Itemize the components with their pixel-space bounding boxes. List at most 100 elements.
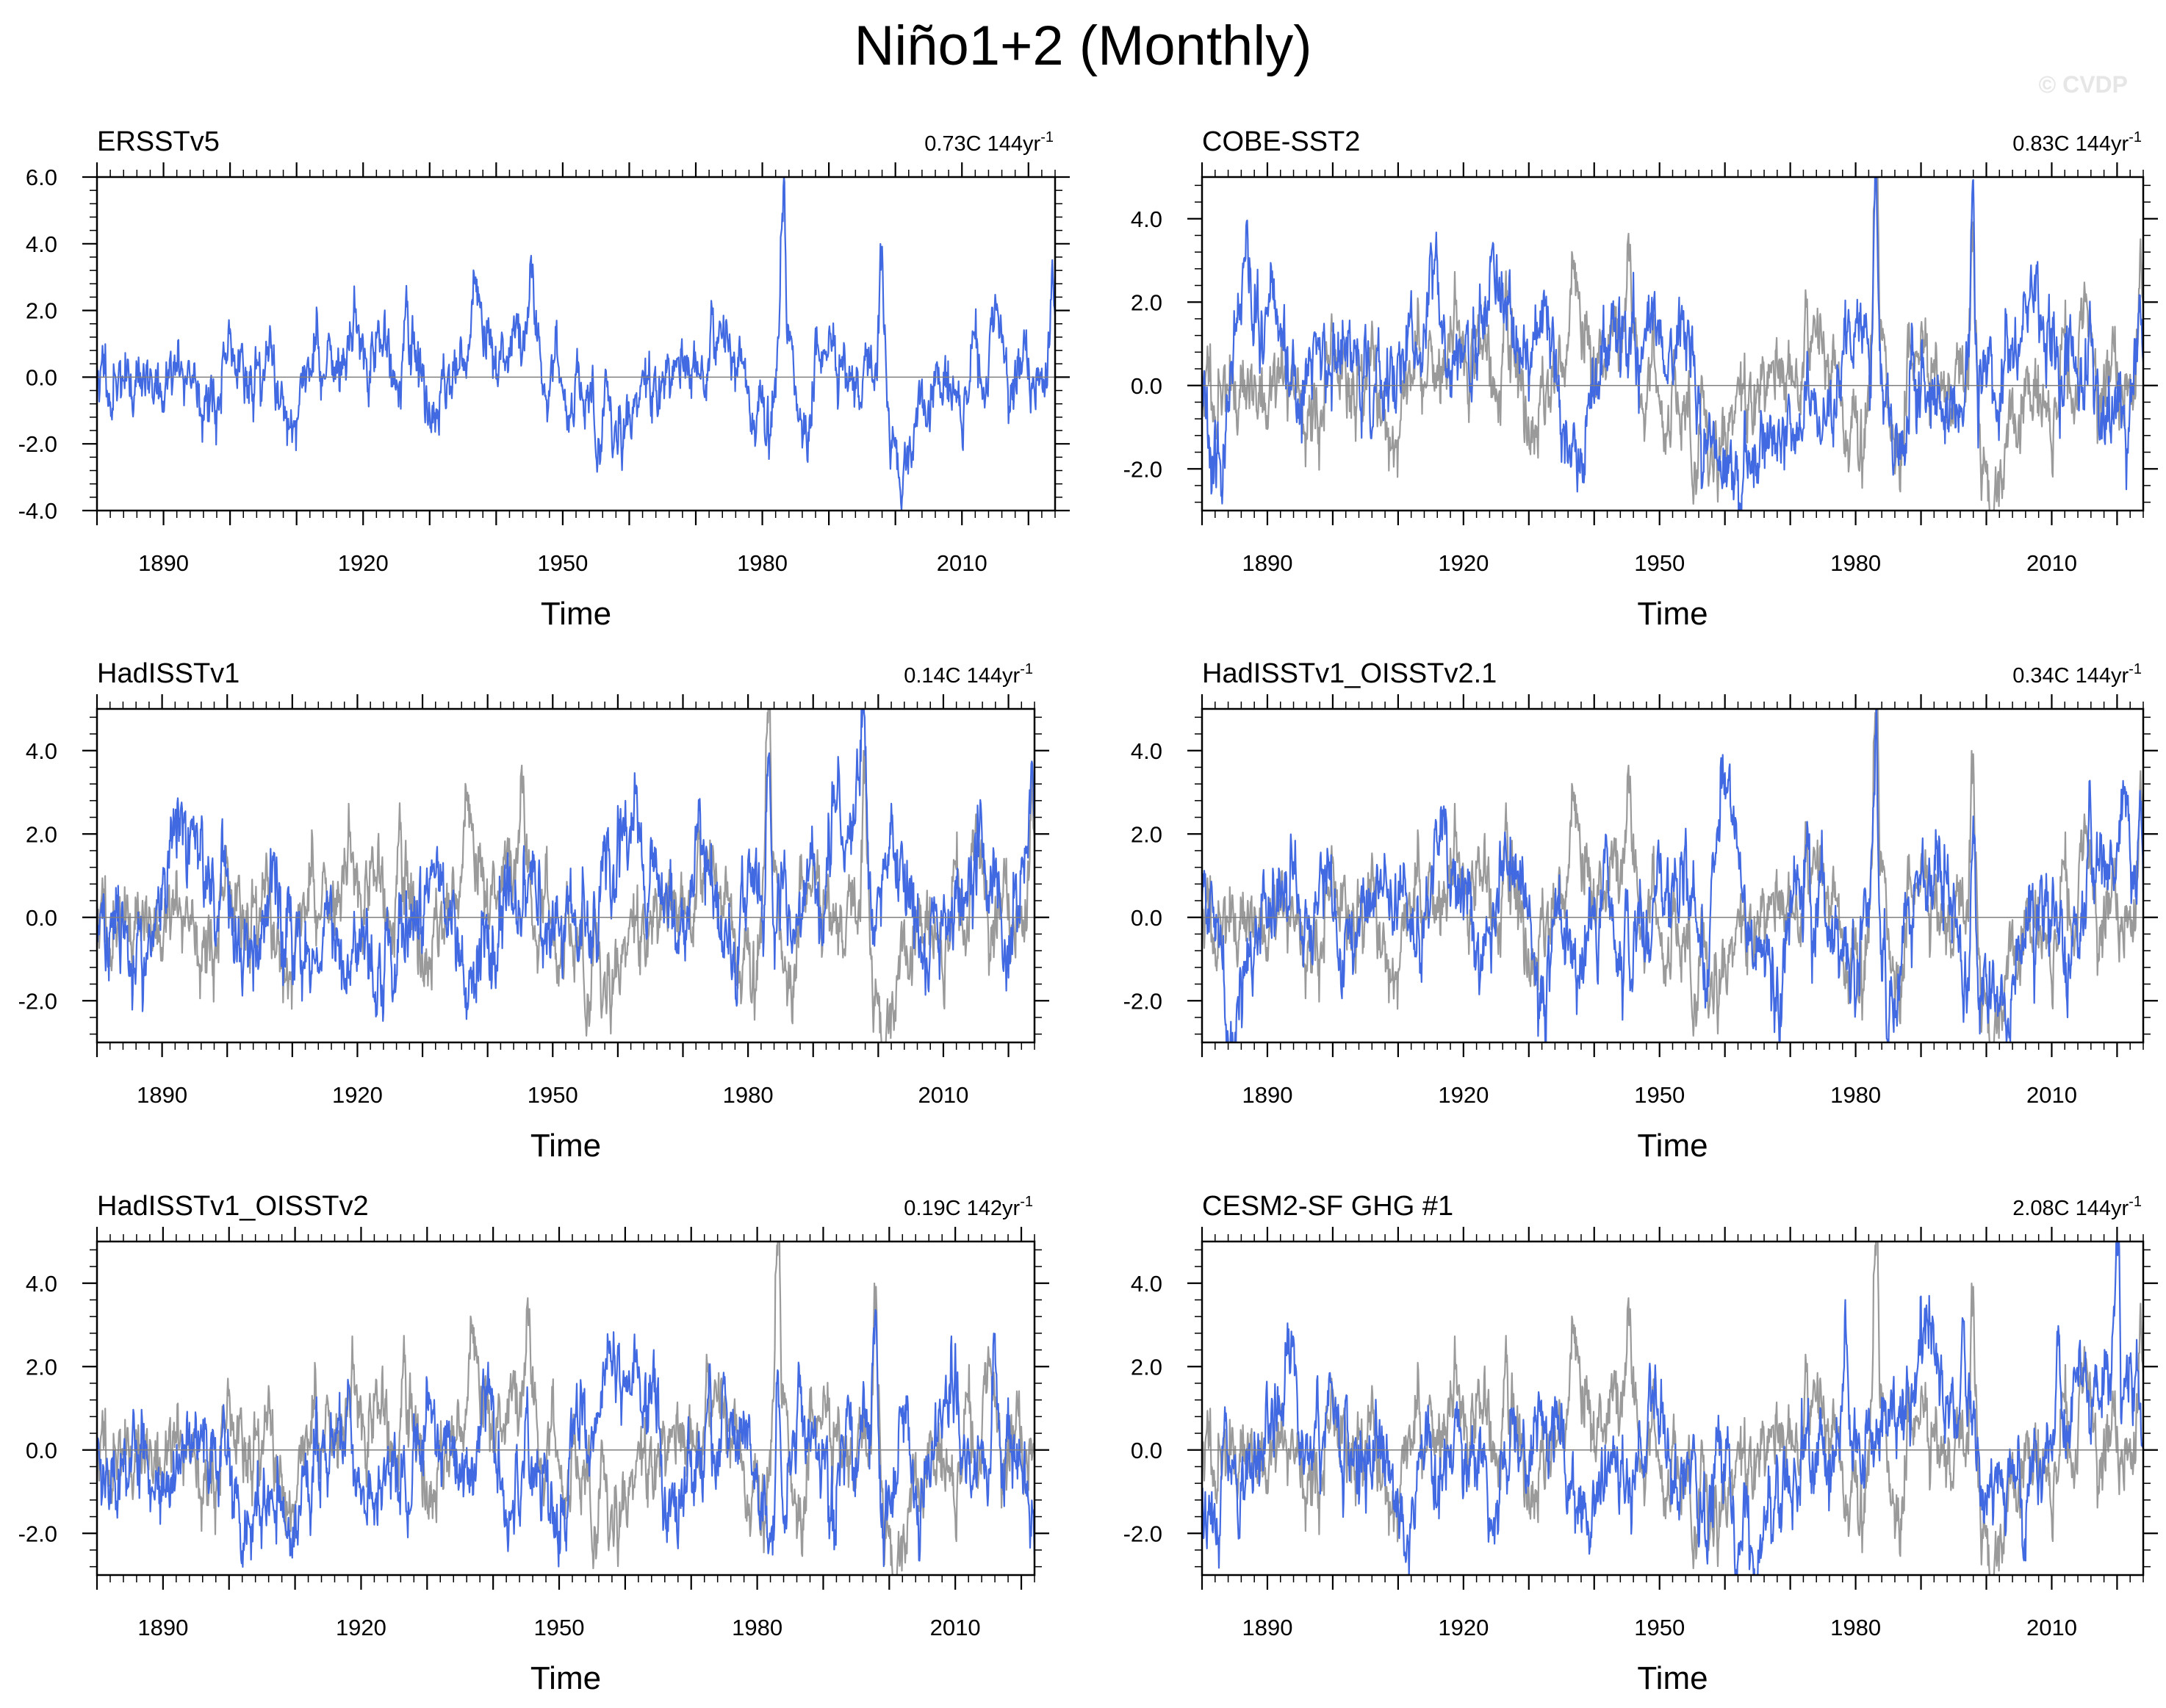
panel-2: COBE-SST2 0.83C 144yr-1 -2.0 0.0 2.0 4.0 1890 1…: [1123, 126, 2158, 632]
x-axis-label: Time: [530, 1128, 601, 1164]
x-axis-label: Time: [1637, 596, 1708, 632]
y-tick-label: 4.0: [26, 231, 57, 257]
y-tick-label: 0.0: [1131, 373, 1162, 399]
series-layer: [1202, 177, 2143, 511]
y-tick-label: 4.0: [1131, 1271, 1162, 1297]
panel-6: CESM2-SF GHG #1 2.08C 144yr-1 -2.0 0.0 2.0 4.…: [1123, 1191, 2158, 1696]
y-tick-label: 2.0: [1131, 289, 1162, 315]
x-tick-label: 1890: [1242, 1082, 1292, 1108]
x-tick-label: 1890: [138, 550, 189, 576]
x-tick-label: 2010: [2026, 1082, 2077, 1108]
trend-label: 0.34C 144yr-1: [2012, 661, 2142, 688]
series-line-cobe-sst2: [1202, 177, 2143, 511]
y-tick-label: 4.0: [26, 738, 57, 764]
x-tick-label: 1890: [1242, 1615, 1292, 1640]
x-tick-label: 1890: [137, 1082, 187, 1108]
y-tick-label: 2.0: [26, 1354, 57, 1380]
panel-title: CESM2-SF GHG #1: [1202, 1191, 1453, 1222]
y-tick-label: 0.0: [1131, 1438, 1162, 1463]
panel-5: HadISSTv1_OISSTv2 0.19C 142yr-1 -2.0 0.0 2.0…: [18, 1191, 1049, 1696]
x-tick-label: 1920: [1438, 1082, 1489, 1108]
x-tick-label: 1950: [534, 1615, 585, 1640]
trend-label: 0.73C 144yr-1: [924, 129, 1054, 156]
series-line-ersstv5: [97, 177, 1055, 511]
trend-label: 0.83C 144yr-1: [2012, 129, 2142, 156]
figure-title: Niño1+2 (Monthly): [854, 15, 1312, 77]
panel-title: COBE-SST2: [1202, 126, 1360, 157]
trend-exponent: -1: [2129, 1194, 2142, 1210]
trend-value: 0.14C 144yr: [904, 664, 1020, 688]
y-tick-label: 2.0: [26, 298, 57, 324]
plot-frame: [1201, 176, 2145, 512]
panel-title: HadISSTv1: [97, 658, 240, 689]
y-tick-label: 0.0: [26, 1438, 57, 1463]
trend-label: 0.19C 142yr-1: [904, 1194, 1033, 1220]
series-line-ersstv5: [1202, 177, 2143, 511]
plot-frame: [96, 707, 1036, 1044]
trend-exponent: -1: [1040, 129, 1054, 145]
y-tick-label: 0.0: [1131, 905, 1162, 931]
y-tick-label: -2.0: [18, 1521, 57, 1546]
watermark: © CVDP: [2039, 71, 2128, 98]
x-tick-label: 2010: [918, 1082, 968, 1108]
x-tick-label: 1950: [1634, 1615, 1685, 1640]
x-tick-label: 1920: [336, 1615, 386, 1640]
panel-4: HadISSTv1_OISSTv2.1 0.34C 144yr-1 -2.0 0.0 2…: [1123, 658, 2158, 1164]
trend-value: 2.08C 144yr: [2012, 1197, 2129, 1220]
plot-frame: [96, 1240, 1036, 1577]
panels-grid: ERSSTv5 0.73C 144yr-1-4.0-2.00.02.04.06.0…: [18, 126, 2158, 1696]
series-line-hadisstv1-oisstv2: [97, 1308, 1035, 1568]
panel-1: ERSSTv5 0.73C 144yr-1 -4.0 -2.0 0.0 2.0 4.0 6.0…: [18, 126, 1070, 632]
y-tick-label: 4.0: [1131, 738, 1162, 764]
trend-value: 0.34C 144yr: [2012, 664, 2129, 688]
x-tick-label: 1980: [1830, 550, 1881, 576]
panel-title: ERSSTv5: [97, 126, 220, 157]
x-tick-label: 1980: [723, 1082, 774, 1108]
trend-exponent: -1: [2129, 129, 2142, 145]
x-axis-label: Time: [530, 1660, 601, 1696]
plot-frame: [1201, 1240, 2145, 1577]
x-tick-label: 1950: [1634, 550, 1685, 576]
y-tick-label: 0.0: [26, 364, 57, 390]
x-axis-label: Time: [1637, 1128, 1708, 1164]
x-tick-label: 1980: [732, 1615, 782, 1640]
series-line-hadisstv1: [97, 709, 1035, 1022]
x-tick-label: 1890: [137, 1615, 188, 1640]
series-line-ersstv5: [97, 709, 1035, 1042]
x-axis-label: Time: [1637, 1660, 1708, 1696]
y-tick-label: 2.0: [26, 821, 57, 847]
trend-exponent: -1: [1020, 661, 1033, 677]
y-tick-label: 2.0: [1131, 1354, 1162, 1380]
y-tick-label: -2.0: [18, 988, 57, 1014]
y-tick-label: 0.0: [26, 905, 57, 931]
series-layer: [1202, 709, 2143, 1042]
series-line-cesm2-sf-ghg-1: [1202, 1242, 2143, 1575]
x-tick-label: 1980: [1830, 1615, 1881, 1640]
y-tick-label: 4.0: [1131, 206, 1162, 232]
x-tick-label: 1920: [1438, 1615, 1489, 1640]
trend-label: 0.14C 144yr-1: [904, 661, 1033, 688]
y-tick-label: -2.0: [1123, 1521, 1162, 1546]
series-layer: [1202, 1242, 2143, 1575]
x-tick-label: 2010: [930, 1615, 981, 1640]
series-layer: [97, 709, 1035, 1042]
y-tick-label: -2.0: [1123, 456, 1162, 482]
trend-exponent: -1: [2129, 661, 2142, 677]
x-tick-label: 1920: [1438, 550, 1489, 576]
x-tick-label: 1890: [1242, 550, 1292, 576]
trend-exponent: -1: [1020, 1194, 1033, 1210]
trend-label: 2.08C 144yr-1: [2012, 1194, 2142, 1220]
y-tick-label: -4.0: [18, 498, 57, 524]
x-tick-label: 1920: [338, 550, 389, 576]
series-line-ersstv5: [97, 1242, 1035, 1575]
x-tick-label: 1920: [332, 1082, 383, 1108]
x-axis-label: Time: [541, 596, 611, 632]
trend-value: 0.83C 144yr: [2012, 132, 2129, 156]
trend-value: 0.19C 142yr: [904, 1197, 1020, 1220]
x-tick-label: 1950: [528, 1082, 578, 1108]
y-tick-label: 2.0: [1131, 821, 1162, 847]
trend-value: 0.73C 144yr: [924, 132, 1040, 156]
series-line-ersstv5: [1202, 1242, 2143, 1575]
panel-title: HadISSTv1_OISSTv2: [97, 1191, 369, 1222]
